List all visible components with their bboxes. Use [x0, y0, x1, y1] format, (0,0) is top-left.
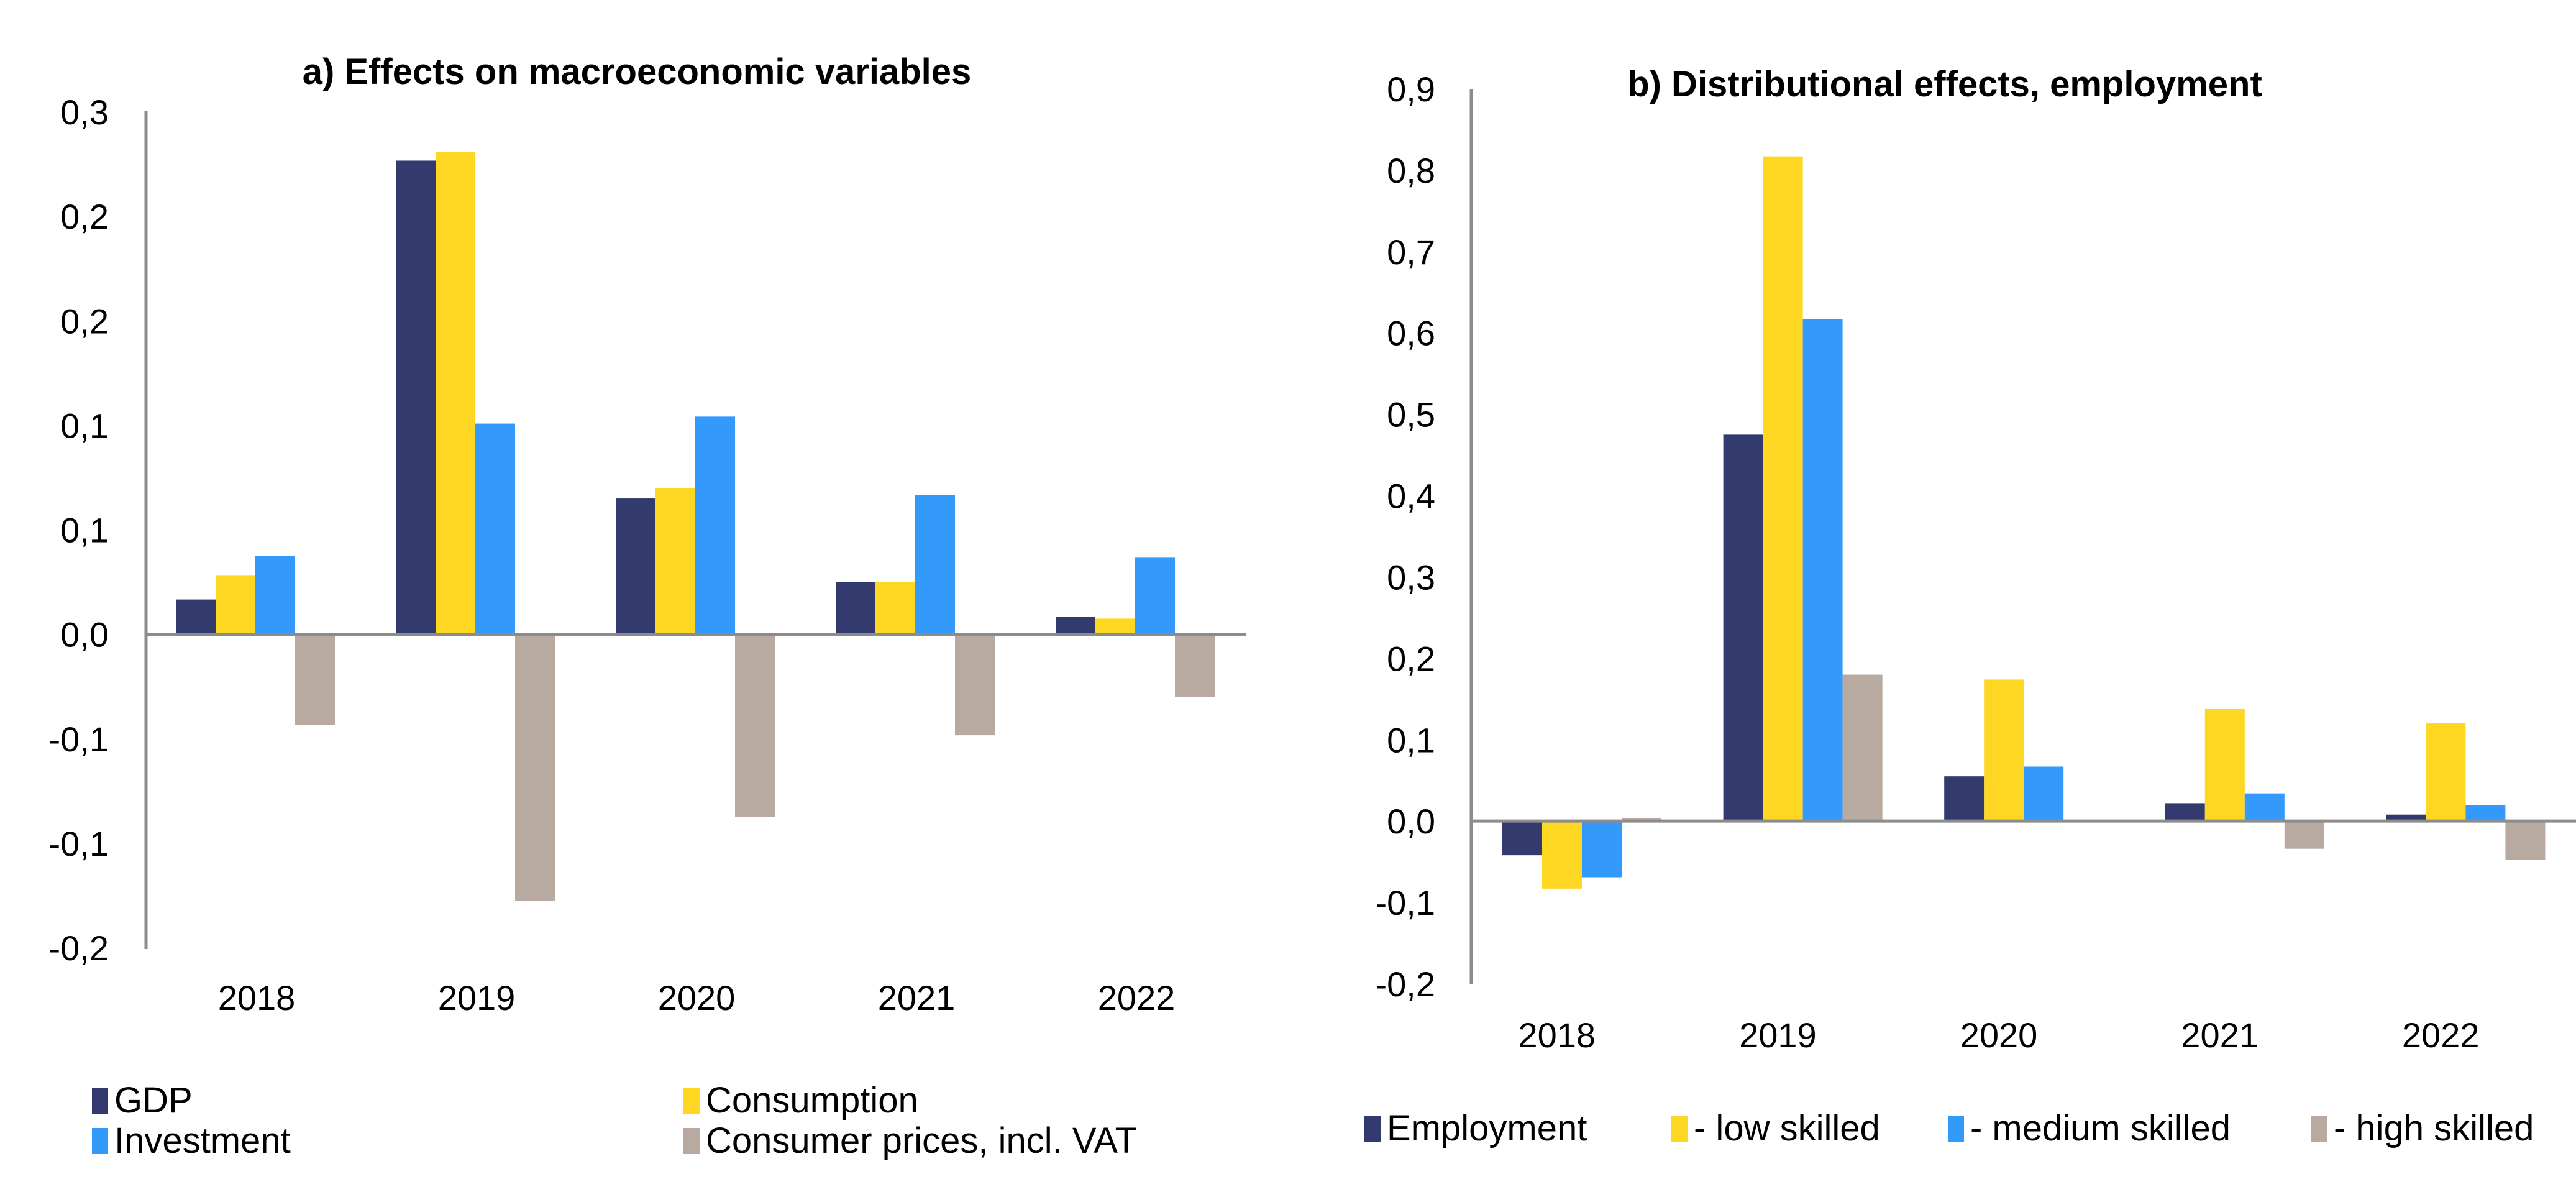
bar — [2165, 803, 2205, 822]
bar — [1802, 319, 1843, 822]
bar — [1502, 821, 1542, 856]
bar — [2024, 766, 2064, 822]
y-tick-label: -0,1 — [1376, 883, 1436, 922]
x-tick-label: 2019 — [1739, 1016, 1817, 1055]
x-tick-label: 2020 — [1960, 1016, 2038, 1055]
chart-a-bars — [176, 152, 1215, 901]
y-tick-label: 0,3 — [60, 93, 109, 132]
bar — [1763, 156, 1803, 822]
x-tick-label: 2022 — [1098, 978, 1176, 1017]
y-tick-label: 0,6 — [1387, 314, 1435, 353]
chart-a-title: a) Effects on macroeconomic variables — [303, 52, 972, 92]
bar — [2505, 821, 2546, 861]
bar — [295, 634, 335, 725]
bar — [176, 599, 216, 635]
bar — [1175, 634, 1215, 697]
chart-a-x-axis-ticks: 2018 2019 2020 2021 2022 — [218, 978, 1176, 1017]
bar — [2244, 793, 2285, 822]
legend-swatch — [683, 1128, 700, 1154]
bar — [396, 160, 436, 635]
y-tick-label: 0,7 — [1387, 232, 1435, 272]
bar — [836, 582, 875, 635]
bar — [1095, 618, 1135, 635]
bar — [1622, 817, 1661, 822]
legend-swatch — [1948, 1116, 1964, 1142]
x-tick-label: 2018 — [218, 978, 296, 1017]
chart-a-macroeconomic: a) Effects on macroeconomic variables 0,… — [49, 52, 1246, 1161]
legend-swatch — [92, 1088, 108, 1114]
y-tick-label: -0,2 — [1376, 965, 1436, 1004]
bar — [655, 488, 695, 635]
chart-b-y-axis-ticks: 0,9 0,8 0,7 0,6 0,5 0,4 0,3 0,2 0,1 0,0 -0,1 -0,2 — [1376, 70, 1436, 1004]
legend-label: Consumption — [706, 1080, 918, 1121]
y-tick-label: -0,2 — [49, 929, 109, 968]
y-tick-label: -0,1 — [49, 720, 109, 759]
legend-swatch — [92, 1128, 108, 1154]
bar — [255, 556, 295, 635]
bar — [2204, 709, 2245, 822]
x-tick-label: 2019 — [438, 978, 516, 1017]
legend-label: Employment — [1387, 1108, 1587, 1149]
legend-label: - high skilled — [2334, 1108, 2534, 1149]
y-tick-label: 0,0 — [1387, 802, 1435, 841]
x-tick-label: 2021 — [878, 978, 956, 1017]
bar — [1135, 557, 1175, 635]
bar — [1542, 821, 1582, 889]
legend-label: - medium skilled — [1970, 1108, 2231, 1149]
y-tick-label: 0,2 — [1387, 639, 1435, 678]
y-tick-label: 0,5 — [1387, 395, 1435, 434]
y-tick-label: 0,9 — [1387, 70, 1435, 109]
bar — [1984, 679, 2024, 822]
bar — [2426, 723, 2466, 822]
bar — [2386, 814, 2426, 822]
bar — [2465, 805, 2506, 822]
bar — [475, 423, 515, 635]
x-tick-label: 2021 — [2181, 1016, 2259, 1055]
y-tick-label: 0,8 — [1387, 151, 1435, 190]
bar — [2284, 821, 2324, 849]
y-tick-label: 0,1 — [60, 406, 109, 445]
bar — [1723, 434, 1763, 822]
x-tick-label: 2020 — [658, 978, 736, 1017]
x-tick-label: 2018 — [1519, 1016, 1596, 1055]
y-tick-label: 0,0 — [60, 615, 109, 654]
y-tick-label: 0,2 — [60, 197, 109, 236]
bar — [515, 634, 555, 901]
bar — [216, 575, 255, 635]
bar — [955, 634, 995, 736]
y-tick-label: 0,4 — [1387, 477, 1435, 516]
y-tick-label: -0,1 — [49, 824, 109, 863]
y-tick-label: 0,1 — [1387, 720, 1435, 759]
bar — [1944, 776, 1985, 822]
x-tick-label: 2022 — [2402, 1016, 2480, 1055]
chart-b-x-axis-ticks: 2018 2019 2020 2021 2022 — [1519, 1016, 2480, 1055]
legend-label: Investment — [114, 1121, 291, 1161]
bar — [735, 634, 775, 817]
legend-label: GDP — [114, 1080, 193, 1121]
y-tick-label: 0,2 — [60, 301, 109, 341]
legend-swatch — [1671, 1116, 1688, 1142]
legend-swatch — [2311, 1116, 2327, 1142]
legend-label: - low skilled — [1694, 1108, 1880, 1149]
chart-b-bars — [1502, 156, 2546, 889]
bar — [1842, 674, 1883, 822]
chart-b-title: b) Distributional effects, employment — [1627, 64, 2262, 104]
chart-a-y-axis-ticks: 0,3 0,2 0,2 0,1 0,1 0,0 -0,1 -0,1 -0,2 — [49, 93, 109, 968]
bar — [875, 582, 915, 635]
y-tick-label: 0,3 — [1387, 557, 1435, 597]
bar — [915, 495, 955, 635]
bar — [436, 152, 475, 635]
chart-a-legend: GDP Consumption Investment Consumer prices,… — [92, 1080, 1137, 1161]
chart-b-legend: Employment - low skilled - medium skilled -… — [1364, 1108, 2534, 1149]
bar — [695, 416, 735, 635]
bar — [1582, 821, 1622, 878]
legend-swatch — [1364, 1116, 1381, 1142]
legend-swatch — [683, 1088, 700, 1114]
bar — [616, 498, 655, 635]
chart-b-employment: b) Distributional effects, employment 0,… — [1364, 64, 2576, 1149]
bar — [1056, 617, 1095, 635]
legend-label: Consumer prices, incl. VAT — [706, 1121, 1137, 1161]
y-tick-label: 0,1 — [60, 511, 109, 550]
